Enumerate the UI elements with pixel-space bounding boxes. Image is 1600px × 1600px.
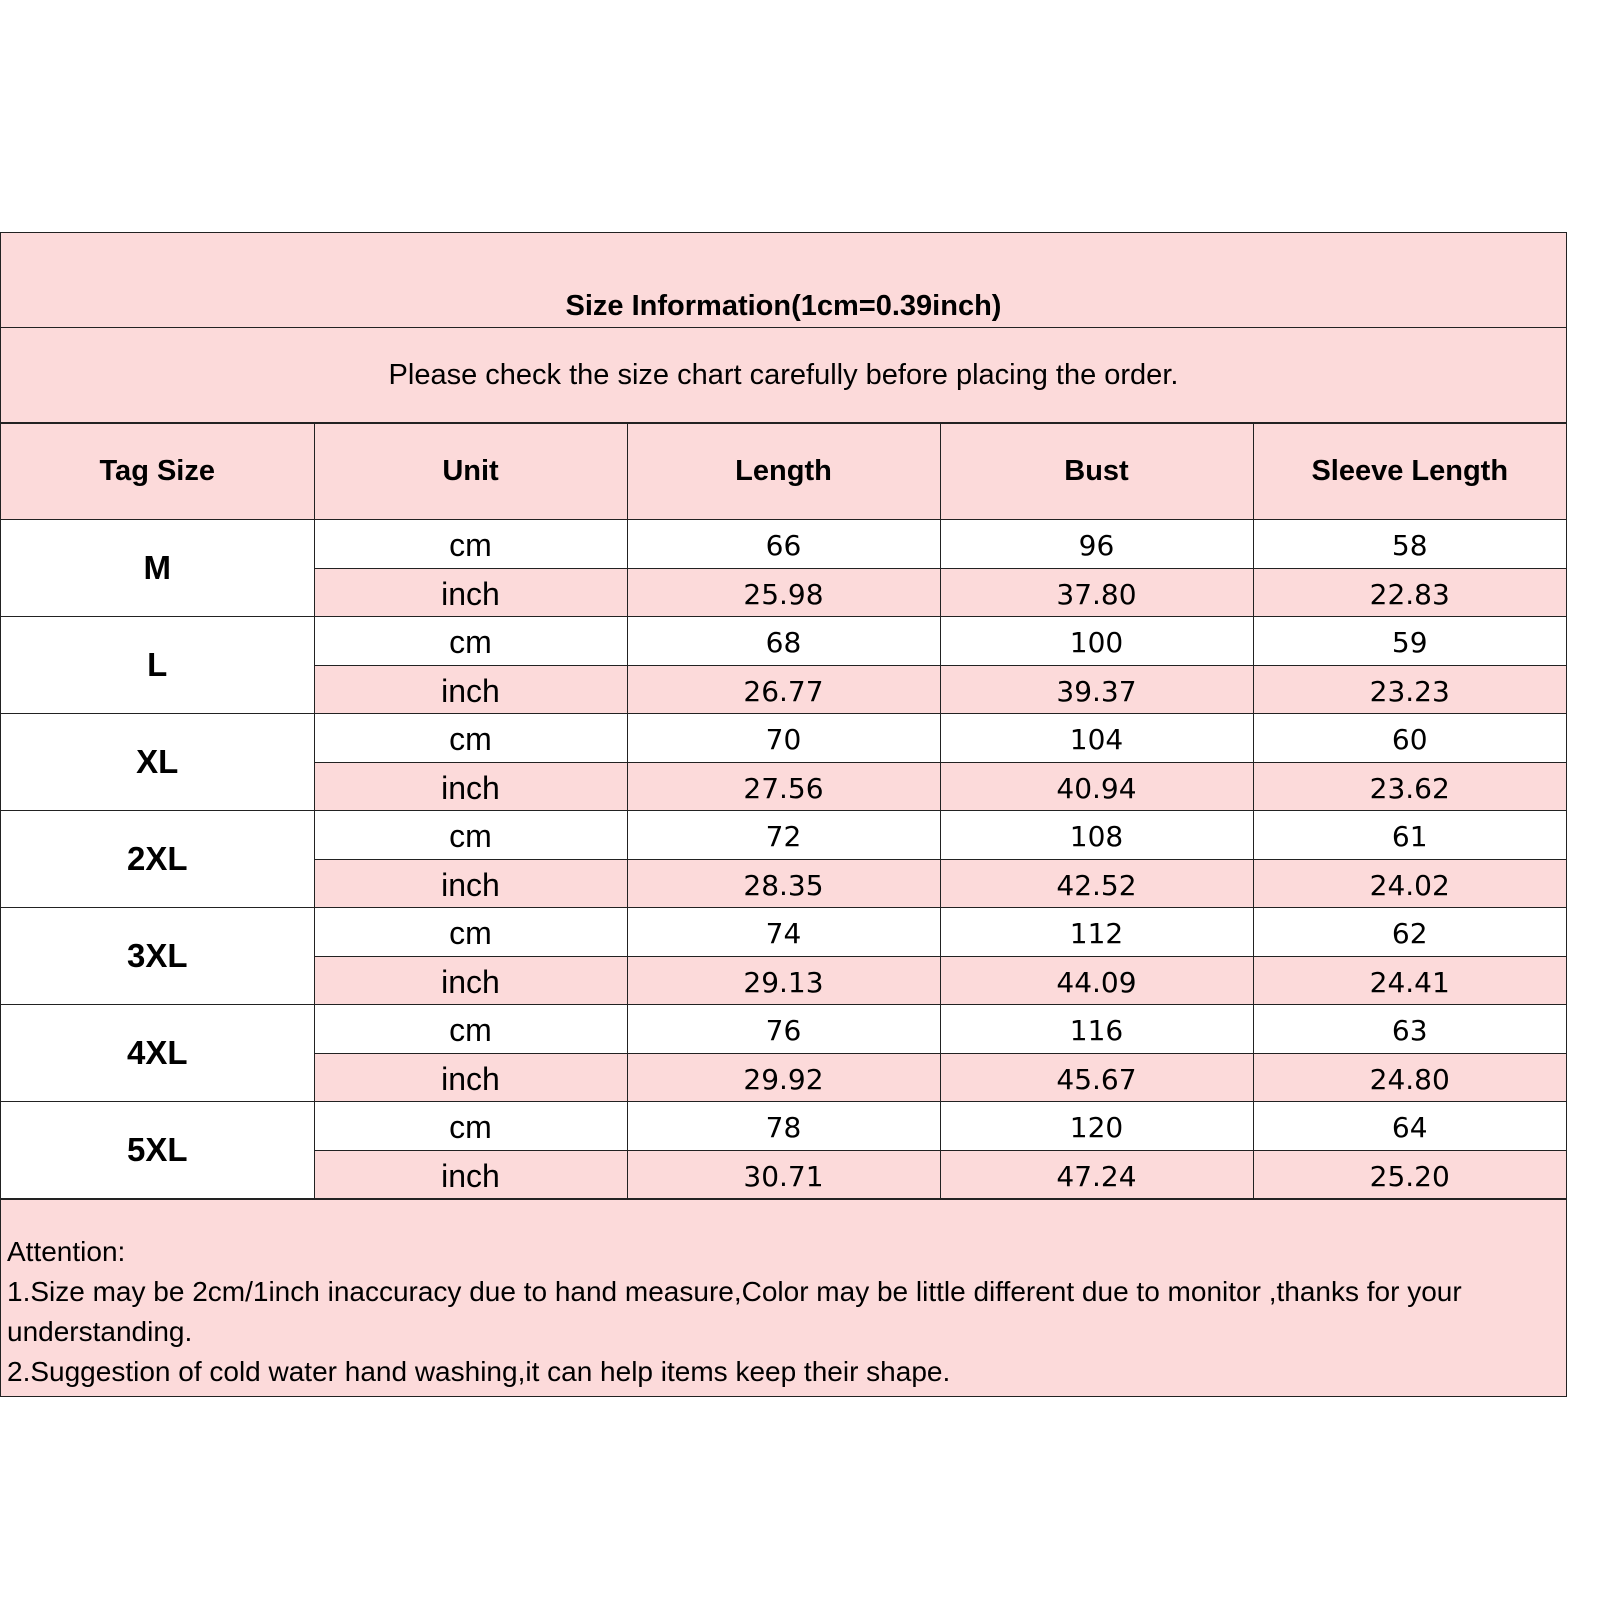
unit-cell: inch (314, 1052, 628, 1102)
unit-cell: cm (313, 519, 628, 569)
length-cell: 29.13 (626, 955, 941, 1005)
sleeve-length-cell: 64 (1252, 1101, 1566, 1151)
sleeve-length-cell: 24.02 (1252, 858, 1566, 908)
length-cell: 29.92 (626, 1052, 941, 1102)
unit-cell: cm (313, 1101, 628, 1151)
sleeve-length-cell: 22.83 (1252, 567, 1566, 617)
attention-line-2: 2.Suggestion of cold water hand washing,… (7, 1356, 951, 1387)
table-row-cm: XL cm 70 104 60 (1, 713, 1566, 811)
length-cell: 30.71 (626, 1149, 941, 1199)
table-row-inch: inch 27.56 40.94 23.62 (1, 761, 1566, 811)
chart-subtitle: Please check the size chart carefully be… (1, 328, 1566, 423)
table-row-inch: inch 28.35 42.52 24.02 (1, 858, 1566, 908)
bust-cell: 39.37 (939, 664, 1254, 714)
tag-size-cell: 5XL (1, 1101, 315, 1199)
table-row-cm: 3XL cm 74 112 62 (1, 907, 1566, 1005)
table-row-inch: inch 29.92 45.67 24.80 (1, 1052, 1566, 1102)
sleeve-length-cell: 61 (1252, 810, 1566, 860)
bust-cell: 44.09 (939, 955, 1254, 1005)
sleeve-length-cell: 62 (1252, 907, 1566, 957)
bust-cell: 37.80 (939, 567, 1254, 617)
size-chart: Size Information(1cm=0.39inch) Please ch… (0, 232, 1567, 1397)
bust-cell: 45.67 (939, 1052, 1254, 1102)
unit-cell: inch (314, 761, 628, 811)
table-row-inch: inch 29.13 44.09 24.41 (1, 955, 1566, 1005)
sleeve-length-cell: 58 (1252, 519, 1566, 569)
length-cell: 28.35 (626, 858, 941, 908)
sleeve-length-cell: 59 (1252, 616, 1566, 666)
tag-size-cell: XL (1, 713, 315, 811)
length-cell: 72 (626, 810, 941, 860)
bust-cell: 40.94 (939, 761, 1254, 811)
tag-size-cell: 4XL (1, 1004, 315, 1102)
length-cell: 78 (626, 1101, 941, 1151)
sleeve-length-cell: 63 (1252, 1004, 1566, 1054)
bust-cell: 47.24 (939, 1149, 1254, 1199)
bust-cell: 42.52 (939, 858, 1254, 908)
bust-cell: 96 (939, 519, 1254, 569)
table-row-inch: inch 25.98 37.80 22.83 (1, 567, 1566, 617)
sleeve-length-cell: 24.41 (1252, 955, 1566, 1005)
header-row: Tag Size Unit Length Bust Sleeve Length (1, 423, 1566, 520)
unit-cell: cm (313, 616, 628, 666)
bust-cell: 116 (939, 1004, 1254, 1054)
bust-cell: 120 (939, 1101, 1254, 1151)
bust-cell: 112 (939, 907, 1254, 957)
length-cell: 68 (626, 616, 941, 666)
tag-size-cell: M (1, 519, 315, 617)
unit-cell: inch (314, 858, 628, 908)
bust-cell: 104 (939, 713, 1254, 763)
unit-cell: cm (313, 713, 628, 763)
chart-title: Size Information(1cm=0.39inch) (1, 233, 1566, 328)
tag-size-cell: L (1, 616, 315, 714)
bust-cell: 100 (939, 616, 1254, 666)
sleeve-length-cell: 25.20 (1252, 1149, 1566, 1199)
sleeve-length-cell: 23.62 (1252, 761, 1566, 811)
unit-cell: inch (314, 955, 628, 1005)
attention-line-1: 1.Size may be 2cm/1inch inaccuracy due t… (7, 1276, 1462, 1347)
sleeve-length-cell: 60 (1252, 713, 1566, 763)
table-row-cm: 4XL cm 76 116 63 (1, 1004, 1566, 1102)
header-sleeve-length: Sleeve Length (1252, 423, 1566, 520)
length-cell: 27.56 (626, 761, 941, 811)
unit-cell: inch (314, 664, 628, 714)
unit-cell: cm (313, 1004, 628, 1054)
length-cell: 66 (626, 519, 941, 569)
sleeve-length-cell: 23.23 (1252, 664, 1566, 714)
unit-cell: inch (314, 567, 628, 617)
table-row-inch: inch 26.77 39.37 23.23 (1, 664, 1566, 714)
table-row-cm: 2XL cm 72 108 61 (1, 810, 1566, 908)
unit-cell: inch (314, 1149, 628, 1199)
unit-cell: cm (313, 810, 628, 860)
attention-notes: Attention: 1.Size may be 2cm/1inch inacc… (1, 1199, 1566, 1396)
length-cell: 26.77 (626, 664, 941, 714)
header-tag-size: Tag Size (1, 423, 315, 520)
attention-heading: Attention: (7, 1236, 126, 1267)
bust-cell: 108 (939, 810, 1254, 860)
header-length: Length (626, 423, 941, 520)
length-cell: 70 (626, 713, 941, 763)
header-unit: Unit (313, 423, 628, 520)
length-cell: 25.98 (626, 567, 941, 617)
header-bust: Bust (939, 423, 1254, 520)
size-table: Tag Size Unit Length Bust Sleeve Length … (1, 423, 1566, 1199)
length-cell: 76 (626, 1004, 941, 1054)
table-row-cm: 5XL cm 78 120 64 (1, 1101, 1566, 1199)
tag-size-cell: 2XL (1, 810, 315, 908)
table-row-inch: inch 30.71 47.24 25.20 (1, 1149, 1566, 1199)
length-cell: 74 (626, 907, 941, 957)
tag-size-cell: 3XL (1, 907, 315, 1005)
unit-cell: cm (313, 907, 628, 957)
sleeve-length-cell: 24.80 (1252, 1052, 1566, 1102)
